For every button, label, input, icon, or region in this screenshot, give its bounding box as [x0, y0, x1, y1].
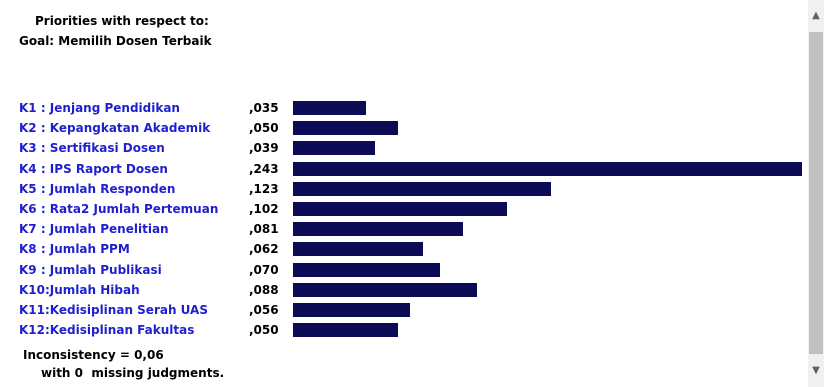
vertical-scrollbar[interactable]: ▲ ▼	[808, 0, 824, 387]
criterion-row: K9 : Jumlah Publikasi ,070	[0, 260, 808, 280]
criterion-weight: ,039	[249, 141, 279, 156]
missing-judgments-text: with 0 missing judgments.	[41, 366, 225, 380]
criterion-row: K8 : Jumlah PPM ,062	[0, 239, 808, 259]
criterion-label: K10:Jumlah Hibah	[19, 282, 140, 297]
criterion-row: K4 : IPS Raport Dosen ,243	[0, 159, 808, 179]
priority-bar	[293, 121, 398, 136]
priority-bar	[293, 303, 410, 317]
criterion-row: K5 : Jumlah Responden ,123	[0, 179, 808, 199]
criterion-row: K6 : Rata2 Jumlah Pertemuan ,102	[0, 199, 808, 219]
criterion-label: K1 : Jenjang Pendidikan	[19, 101, 180, 115]
priority-bar	[293, 161, 802, 176]
criterion-weight: ,050	[249, 323, 279, 338]
criterion-weight: ,070	[249, 262, 279, 277]
criterion-row: K11:Kedisiplinan Serah UAS ,056	[0, 300, 808, 320]
criterion-label: K2 : Kepangkatan Akademik	[19, 121, 211, 136]
criterion-label: K7 : Jumlah Penelitian	[19, 222, 169, 237]
priority-bar	[293, 222, 463, 237]
criterion-row: K3 : Sertifikasi Dosen ,039	[0, 138, 808, 158]
criterion-weight: ,062	[249, 242, 279, 257]
priority-bar	[293, 181, 551, 196]
criterion-weight: ,088	[249, 282, 279, 297]
criterion-label: K6 : Rata2 Jumlah Pertemuan	[19, 202, 219, 216]
criterion-weight: ,123	[249, 181, 279, 196]
criterion-label: K5 : Jumlah Responden	[19, 181, 176, 196]
priorities-heading: Priorities with respect to:	[35, 14, 209, 28]
criterion-label: K11:Kedisiplinan Serah UAS	[19, 303, 208, 317]
priority-bar	[293, 323, 398, 338]
criterion-weight: ,081	[249, 222, 279, 237]
criterion-weight: ,243	[249, 161, 279, 176]
goal-heading: Goal: Memilih Dosen Terbaik	[19, 34, 212, 48]
criterion-weight: ,050	[249, 121, 279, 136]
priority-bar	[293, 141, 375, 156]
criterion-row: K2 : Kepangkatan Akademik ,050	[0, 118, 808, 138]
criterion-label: K3 : Sertifikasi Dosen	[19, 141, 165, 156]
criterion-label: K4 : IPS Raport Dosen	[19, 161, 168, 176]
priority-bar	[293, 262, 440, 277]
scrollbar-thumb[interactable]	[809, 32, 823, 354]
criterion-weight: ,102	[249, 202, 279, 216]
criterion-row: K12:Kedisiplinan Fakultas ,050	[0, 320, 808, 340]
priority-bar	[293, 242, 423, 257]
priority-bar	[293, 282, 477, 297]
scroll-up-icon[interactable]: ▲	[812, 10, 820, 21]
criterion-weight: ,035	[249, 101, 279, 115]
criterion-row: K1 : Jenjang Pendidikan ,035	[0, 98, 808, 118]
criterion-label: K12:Kedisiplinan Fakultas	[19, 323, 195, 338]
priority-bar	[293, 202, 507, 216]
criterion-label: K8 : Jumlah PPM	[19, 242, 130, 257]
priority-bar	[293, 101, 366, 115]
criterion-label: K9 : Jumlah Publikasi	[19, 262, 162, 277]
criterion-row: K10:Jumlah Hibah ,088	[0, 280, 808, 300]
criterion-weight: ,056	[249, 303, 279, 317]
criterion-row: K7 : Jumlah Penelitian ,081	[0, 219, 808, 239]
scroll-down-icon[interactable]: ▼	[812, 365, 820, 376]
inconsistency-text: Inconsistency = 0,06	[23, 348, 164, 362]
